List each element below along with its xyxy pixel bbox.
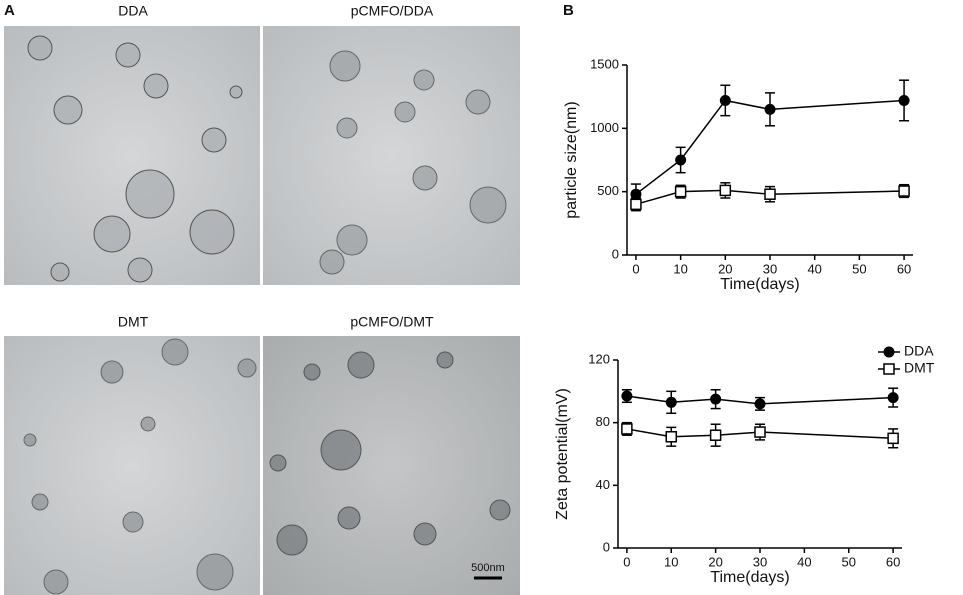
marker — [719, 184, 732, 197]
y-tick-label: 80 — [596, 414, 610, 429]
image-title: DMT — [118, 314, 149, 330]
marker — [665, 396, 677, 408]
y-tick-label: 40 — [596, 477, 610, 492]
y-tick-label: 1000 — [590, 120, 619, 135]
x-tick-label: 20 — [708, 554, 722, 569]
x-tick-label: 40 — [807, 261, 821, 276]
x-tick-label: 50 — [842, 554, 856, 569]
legend-label: DMT — [904, 360, 935, 376]
y-tick-label: 120 — [588, 351, 610, 366]
marker — [898, 185, 910, 197]
x-axis-label: Time(days) — [720, 276, 799, 293]
marker — [674, 185, 687, 198]
x-axis-label: Time(days) — [710, 569, 789, 586]
marker — [621, 390, 633, 402]
marker — [621, 423, 633, 435]
marker — [630, 188, 642, 200]
image-title: pCMFO/DDA — [351, 3, 434, 19]
micrograph — [4, 26, 260, 285]
marker — [887, 392, 899, 404]
y-tick-label: 0 — [603, 539, 610, 554]
micrograph — [263, 26, 520, 285]
marker — [898, 94, 910, 106]
marker — [764, 188, 776, 200]
scale-bar-label: 500nm — [471, 562, 505, 574]
marker — [630, 198, 642, 211]
panel-label: B — [563, 2, 574, 19]
marker — [675, 154, 687, 166]
y-axis-label: particle size(nm) — [563, 101, 580, 218]
legend-marker — [883, 346, 895, 358]
marker — [754, 426, 766, 438]
marker — [764, 103, 776, 115]
marker — [719, 94, 731, 106]
x-tick-label: 30 — [763, 261, 777, 276]
y-tick-label: 500 — [597, 183, 619, 198]
panel-label: A — [4, 2, 15, 19]
legend-marker — [883, 363, 895, 375]
x-tick-label: 50 — [852, 261, 866, 276]
marker — [754, 398, 766, 410]
y-tick-label: 0 — [612, 246, 619, 261]
legend-label: DDA — [904, 343, 934, 359]
x-tick-label: 30 — [753, 554, 767, 569]
micrograph — [263, 336, 520, 595]
x-tick-label: 60 — [897, 261, 911, 276]
marker — [709, 429, 722, 441]
y-axis-label: Zeta potential(mV) — [554, 388, 571, 520]
marker — [710, 393, 722, 405]
x-tick-label: 10 — [673, 261, 687, 276]
y-tick-label: 1500 — [590, 56, 619, 71]
image-title: pCMFO/DMT — [350, 314, 434, 330]
x-tick-label: 60 — [886, 554, 900, 569]
x-tick-label: 10 — [664, 554, 678, 569]
image-title: DDA — [118, 3, 148, 19]
x-tick-label: 0 — [623, 554, 630, 569]
x-tick-label: 0 — [632, 261, 639, 276]
x-tick-label: 20 — [718, 261, 732, 276]
micrograph — [4, 336, 260, 595]
x-tick-label: 40 — [797, 554, 811, 569]
marker — [665, 431, 677, 443]
marker — [887, 432, 899, 445]
